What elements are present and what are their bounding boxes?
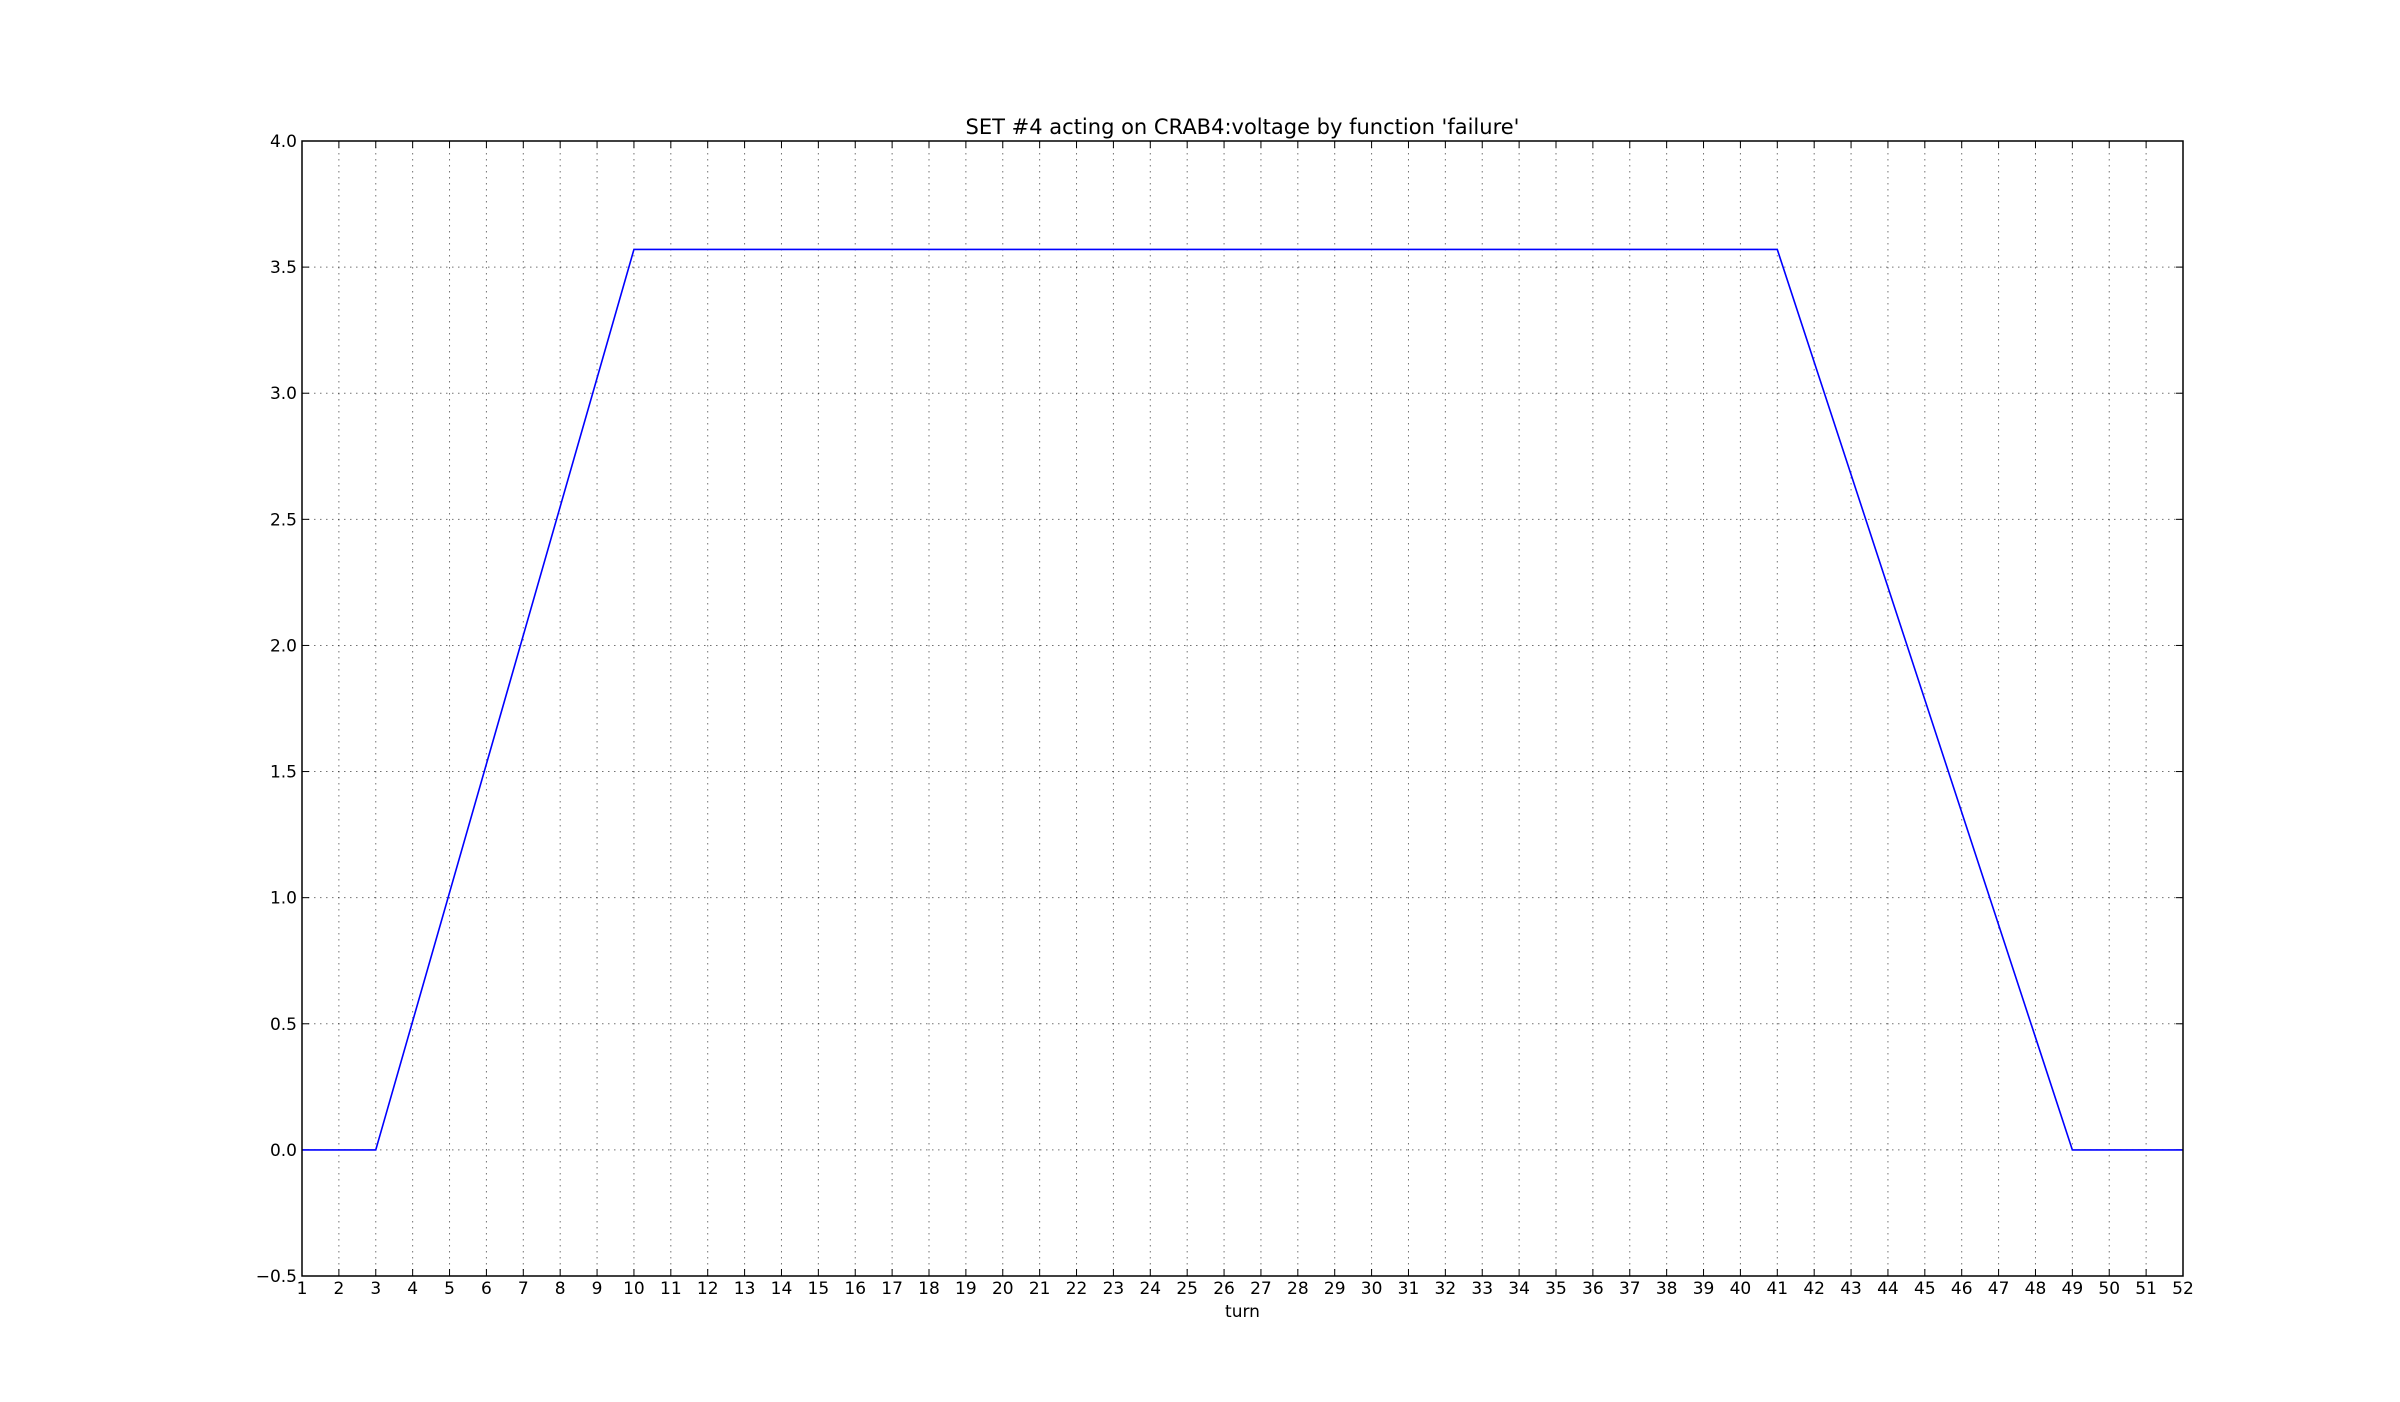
x-tick-labels: 1 2 3 4 5 6 7 8 9 10 11 12 13 14 15 16 17 18 19 20 21 22 23 24 2… — [297, 1279, 2194, 1299]
x-tick-label: 7 — [518, 1279, 529, 1299]
x-tick-label: 13 — [734, 1279, 756, 1299]
x-tick-label: 9 — [592, 1279, 603, 1299]
x-tick-label: 19 — [955, 1279, 977, 1299]
y-tick-label: 3.0 — [270, 384, 297, 404]
x-tick-label: 51 — [2135, 1279, 2157, 1299]
x-tick-label: 45 — [1914, 1279, 1936, 1299]
y-tick-labels: −0.5 0.0 0.5 1.0 1.5 2.0 2.5 3.0 3.5 4.0 — [256, 132, 297, 1287]
x-tick-label: 3 — [370, 1279, 381, 1299]
x-tick-label: 25 — [1176, 1279, 1198, 1299]
x-tick-label: 21 — [1029, 1279, 1051, 1299]
x-tick-label: 47 — [1988, 1279, 2010, 1299]
x-tick-label: 46 — [1951, 1279, 1973, 1299]
x-tick-label: 29 — [1324, 1279, 1346, 1299]
y-tick-label: 0.0 — [270, 1141, 297, 1161]
x-tick-label: 17 — [881, 1279, 903, 1299]
x-tick-label: 11 — [660, 1279, 682, 1299]
x-tick-label: 22 — [1066, 1279, 1088, 1299]
x-tick-label: 41 — [1766, 1279, 1788, 1299]
x-tick-label: 36 — [1582, 1279, 1604, 1299]
x-tick-label: 16 — [844, 1279, 866, 1299]
chart-title: SET #4 acting on CRAB4:voltage by functi… — [966, 115, 1520, 139]
x-axis-label: turn — [1225, 1302, 1260, 1322]
x-tick-label: 38 — [1656, 1279, 1678, 1299]
x-tick-label: 4 — [407, 1279, 418, 1299]
x-tick-label: 31 — [1398, 1279, 1420, 1299]
x-tick-label: 8 — [555, 1279, 566, 1299]
x-tick-label: 26 — [1213, 1279, 1235, 1299]
x-tick-label: 40 — [1730, 1279, 1752, 1299]
x-tick-label: 44 — [1877, 1279, 1899, 1299]
y-tick-label: 3.5 — [270, 258, 297, 278]
x-tick-label: 33 — [1471, 1279, 1493, 1299]
x-tick-label: 35 — [1545, 1279, 1567, 1299]
x-tick-label: 2 — [333, 1279, 344, 1299]
x-tick-label: 43 — [1840, 1279, 1862, 1299]
x-tick-label: 52 — [2172, 1279, 2194, 1299]
x-tick-label: 34 — [1508, 1279, 1530, 1299]
y-tick-label: 0.5 — [270, 1015, 297, 1035]
x-tick-label: 49 — [2062, 1279, 2084, 1299]
y-tick-label: 2.5 — [270, 510, 297, 530]
x-tick-label: 28 — [1287, 1279, 1309, 1299]
x-tick-label: 48 — [2025, 1279, 2047, 1299]
x-tick-label: 18 — [918, 1279, 940, 1299]
x-tick-label: 39 — [1693, 1279, 1715, 1299]
x-tick-label: 14 — [771, 1279, 793, 1299]
y-tick-label: 2.0 — [270, 636, 297, 656]
x-tick-label: 37 — [1619, 1279, 1641, 1299]
x-tick-label: 5 — [444, 1279, 455, 1299]
x-tick-label: 50 — [2098, 1279, 2120, 1299]
x-tick-label: 30 — [1361, 1279, 1383, 1299]
x-tick-label: 10 — [623, 1279, 645, 1299]
x-tick-label: 32 — [1435, 1279, 1457, 1299]
x-tick-label: 6 — [481, 1279, 492, 1299]
x-tick-label: 15 — [808, 1279, 830, 1299]
x-tick-label: 1 — [297, 1279, 308, 1299]
x-tick-label: 27 — [1250, 1279, 1272, 1299]
x-tick-label: 12 — [697, 1279, 719, 1299]
y-tick-label: −0.5 — [256, 1267, 297, 1287]
x-tick-label: 20 — [992, 1279, 1014, 1299]
y-tick-label: 1.5 — [270, 763, 297, 783]
x-tick-label: 24 — [1139, 1279, 1161, 1299]
axis-ticks — [301, 140, 2184, 1277]
series-line — [302, 248, 2183, 1151]
y-tick-label: 1.0 — [270, 889, 297, 909]
grid-lines — [302, 141, 2183, 1276]
plot-frame — [301, 140, 2184, 1277]
y-tick-label: 4.0 — [270, 132, 297, 152]
series-layer — [302, 248, 2183, 1151]
x-tick-label: 42 — [1803, 1279, 1825, 1299]
x-tick-label: 23 — [1103, 1279, 1125, 1299]
